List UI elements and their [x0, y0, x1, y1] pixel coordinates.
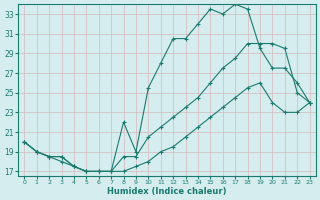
- X-axis label: Humidex (Indice chaleur): Humidex (Indice chaleur): [107, 187, 227, 196]
